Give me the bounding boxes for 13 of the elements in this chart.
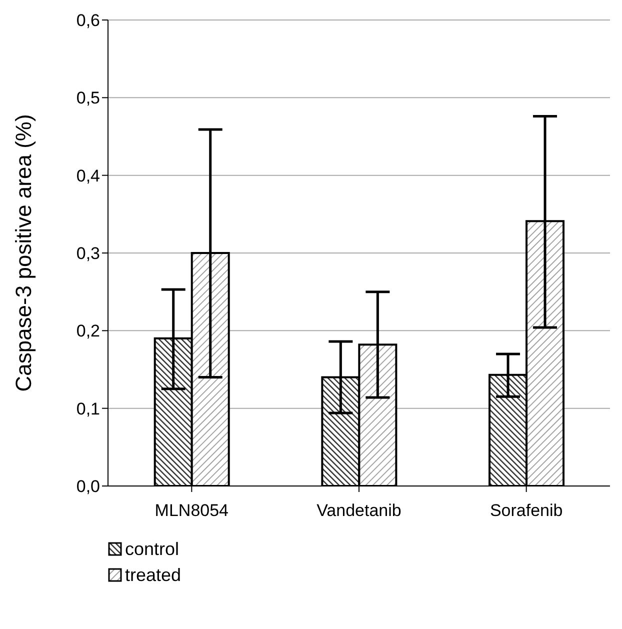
x-tick-label: MLN8054 bbox=[154, 501, 229, 520]
y-tick-label: 0,1 bbox=[76, 399, 100, 418]
y-axis-title: Caspase-3 positive area (%) bbox=[10, 114, 36, 392]
y-tick-label: 0,5 bbox=[76, 88, 100, 108]
y-tick-label: 0,4 bbox=[76, 166, 100, 186]
x-tick-label: Vandetanib bbox=[316, 501, 402, 520]
legend-label: treated bbox=[125, 564, 182, 586]
y-tick-label: 0,2 bbox=[76, 322, 100, 341]
y-tick-label: 0,6 bbox=[76, 11, 100, 30]
y-tick-label: 0,0 bbox=[76, 477, 100, 496]
legend-label: control bbox=[125, 538, 180, 560]
x-tick-label: Sorafenib bbox=[490, 501, 563, 520]
y-tick-label: 0,3 bbox=[76, 244, 100, 264]
